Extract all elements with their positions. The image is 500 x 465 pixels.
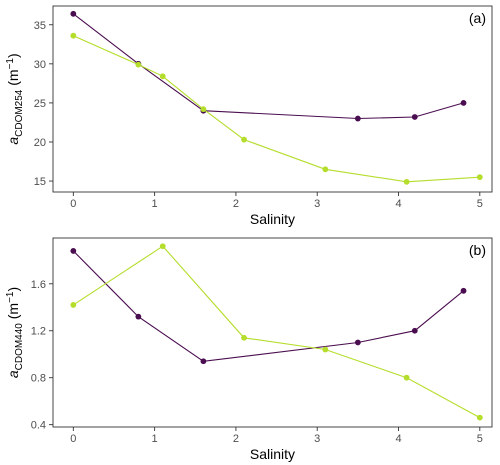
data-point — [135, 313, 142, 320]
data-point — [70, 32, 77, 39]
y-tick-label: 0.8 — [31, 373, 46, 385]
data-point — [70, 302, 77, 308]
data-point — [70, 248, 77, 254]
series-line-2 — [73, 35, 480, 183]
x-tick-label: 2 — [233, 433, 239, 445]
x-tick-label: 5 — [477, 198, 483, 210]
panel-label: (a) — [469, 10, 486, 26]
data-point — [403, 178, 410, 185]
y-tick-label: 20 — [34, 137, 46, 149]
plot-frame — [52, 5, 493, 193]
data-point — [241, 136, 247, 143]
x-tick-label: 5 — [477, 433, 483, 445]
data-point — [354, 339, 361, 346]
data-point — [70, 10, 77, 17]
panel-label: (b) — [469, 242, 486, 258]
data-point — [159, 243, 166, 250]
data-point — [241, 334, 247, 341]
chart-panel-b: 0 1 2 3 4 5 0.4 0.8 1.2 1.6 (b) Salinity aCDOM440 (m… — [5, 237, 493, 462]
x-tick-label: 4 — [395, 198, 401, 210]
y-tick-label: 1.2 — [31, 326, 46, 338]
y-axis-title: aCDOM254 (m−1) — [5, 53, 25, 144]
y-tick-label: 35 — [34, 20, 46, 32]
x-axis-title: Salinity — [250, 211, 295, 227]
series-line-1 — [72, 250, 464, 362]
y-tick-label: 30 — [34, 59, 46, 71]
x-tick-label: 1 — [152, 198, 158, 210]
x-tick-label: 2 — [233, 198, 239, 210]
y-axis-title: aCDOM440 (m−1) — [5, 287, 25, 378]
x-axis-title: Salinity — [250, 446, 295, 462]
plot-frame — [52, 237, 493, 428]
x-tick-label: 3 — [314, 198, 320, 210]
chart-panel-a: 0 1 2 3 4 5 15 20 25 30 35 (a) Salinity aCDOM254 (m−1… — [5, 5, 493, 227]
data-point — [200, 106, 207, 113]
data-point — [411, 327, 418, 334]
data-point — [135, 61, 142, 68]
data-point — [476, 414, 483, 421]
x-tick-label: 1 — [152, 433, 158, 445]
y-tick-label: 15 — [34, 176, 46, 188]
x-tick-label: 3 — [314, 433, 320, 445]
series-line-1 — [72, 13, 464, 120]
data-point — [200, 358, 207, 365]
series-line-2 — [72, 245, 481, 419]
data-point — [159, 73, 166, 80]
x-tick-label: 4 — [395, 433, 401, 445]
y-tick-label: 25 — [34, 98, 46, 110]
data-point — [322, 346, 329, 353]
data-point — [460, 100, 467, 106]
y-tick-label: 0.4 — [31, 420, 46, 432]
data-point — [411, 114, 418, 120]
data-point — [354, 115, 361, 122]
data-point — [460, 287, 467, 294]
data-point — [322, 166, 329, 173]
x-tick-label: 0 — [70, 433, 76, 445]
data-point — [403, 374, 410, 381]
data-point — [476, 174, 483, 181]
y-tick-label: 1.6 — [31, 279, 46, 291]
x-tick-label: 0 — [70, 198, 76, 210]
